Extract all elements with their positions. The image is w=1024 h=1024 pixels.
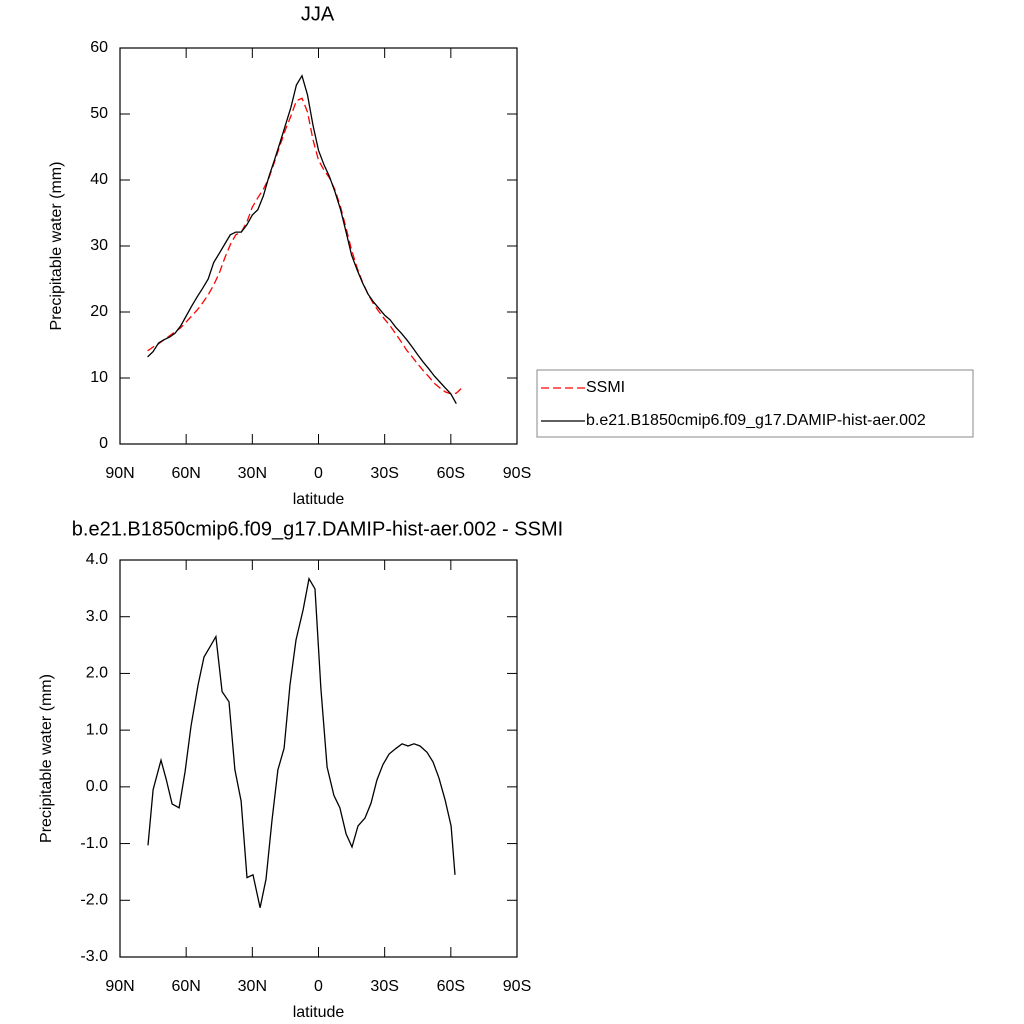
y-tick-label: 0 [99,435,108,452]
x-tick-label: 60S [437,465,465,482]
x-tick-label: 60N [171,978,200,995]
y-tick-label: 20 [90,303,108,320]
y-tick-label: 2.0 [86,665,108,682]
y-axis-label: Precipitable water (mm) [48,162,65,331]
y-tick-label: 0.0 [86,778,108,795]
x-tick-label: 30N [238,465,267,482]
y-tick-label: -1.0 [80,835,108,852]
y-tick-label: 4.0 [86,551,108,568]
x-tick-label: 60S [437,978,465,995]
plot-frame [119,47,518,445]
x-tick-label: 60N [171,465,200,482]
data-line [147,576,456,908]
chart-title: JJA [301,3,335,25]
x-tick-label: 90N [105,465,134,482]
chart-title: b.e21.B1850cmip6.f09_g17.DAMIP-hist-aer.… [72,518,563,540]
x-tick-label: 30N [238,978,267,995]
legend-box [536,369,974,438]
y-tick-label: 50 [90,105,108,122]
y-tick-label: 30 [90,237,108,254]
data-line [147,97,463,395]
x-tick-label: 30S [370,978,398,995]
legend-label: b.e21.B1850cmip6.f09_g17.DAMIP-hist-aer.… [586,412,926,429]
x-tick-label: 90S [503,465,531,482]
x-tick-label: 90S [503,978,531,995]
y-tick-label: -3.0 [80,948,108,965]
plot-frame [119,559,518,958]
data-line [147,74,457,405]
y-tick-label: -2.0 [80,892,108,909]
x-tick-label: 90N [105,978,134,995]
y-tick-label: 1.0 [86,721,108,738]
legend-label: SSMI [586,379,625,396]
x-axis-label: latitude [293,1004,345,1021]
x-tick-label: 0 [314,978,323,995]
y-tick-label: 60 [90,39,108,56]
y-tick-label: 10 [90,369,108,386]
y-tick-label: 40 [90,171,108,188]
x-tick-label: 30S [370,465,398,482]
y-axis-label: Precipitable water (mm) [38,674,55,843]
y-tick-label: 3.0 [86,608,108,625]
x-tick-label: 0 [314,465,323,482]
x-axis-label: latitude [293,491,345,508]
